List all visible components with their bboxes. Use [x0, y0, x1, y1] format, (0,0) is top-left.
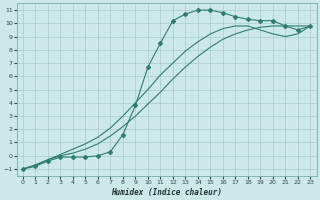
X-axis label: Humidex (Indice chaleur): Humidex (Indice chaleur) [111, 188, 222, 197]
